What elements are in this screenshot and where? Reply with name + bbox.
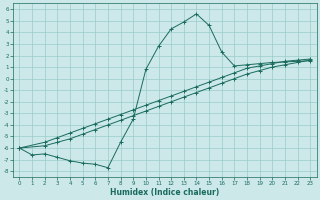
X-axis label: Humidex (Indice chaleur): Humidex (Indice chaleur) <box>110 188 220 197</box>
